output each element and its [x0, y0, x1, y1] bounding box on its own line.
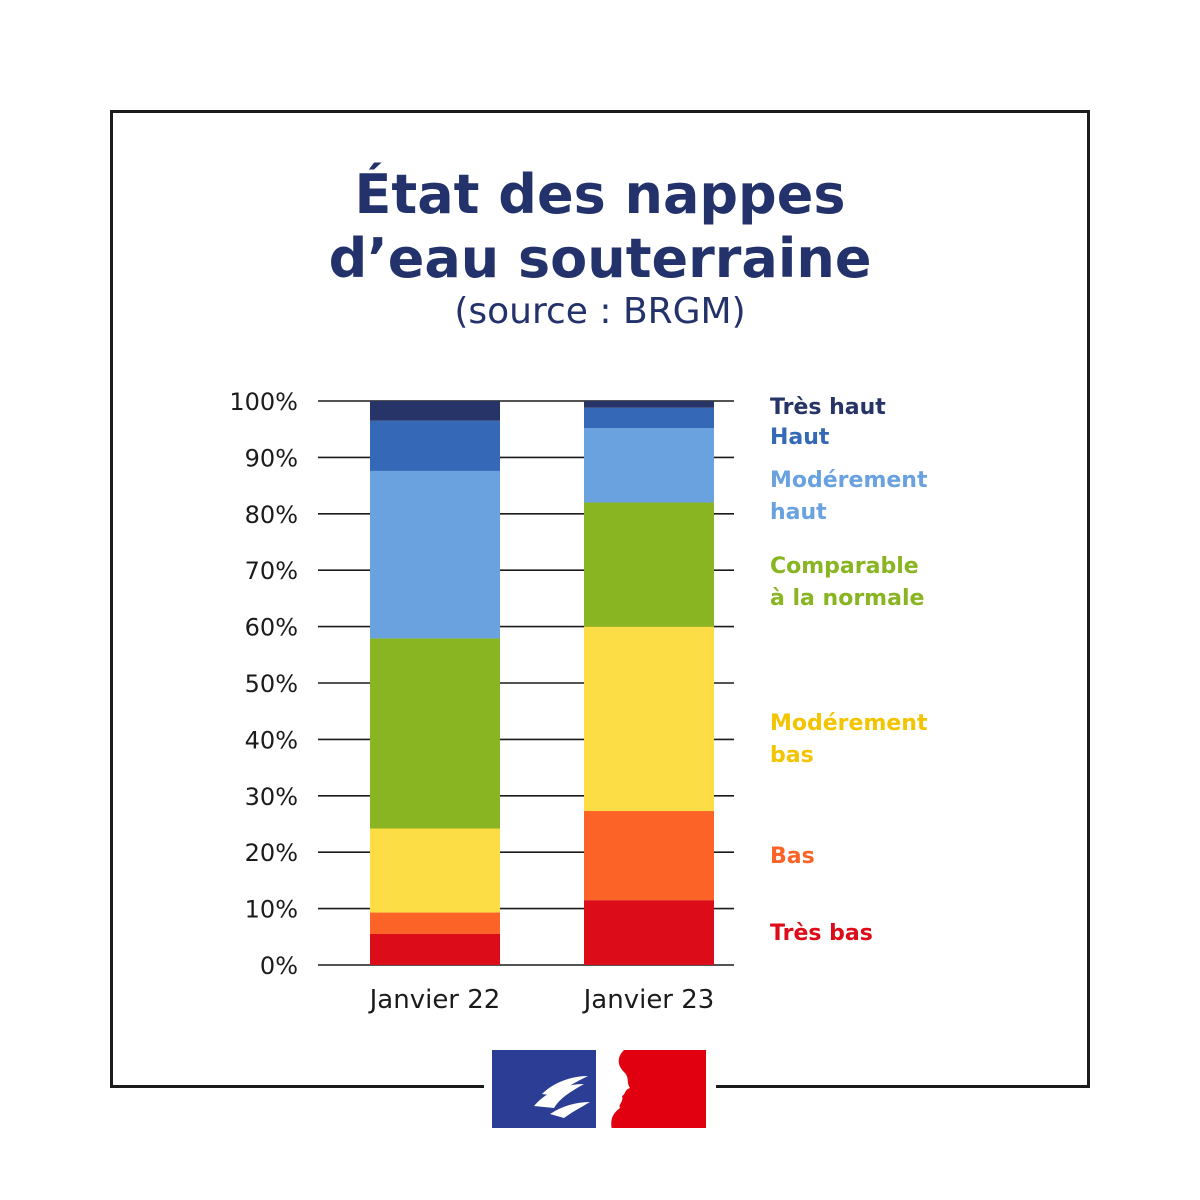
- legend-label: Haut: [770, 425, 830, 450]
- legend-label: à la normale: [770, 586, 924, 611]
- y-tick-label: 0%: [260, 952, 298, 980]
- bar-segment: [584, 811, 714, 901]
- chart-subtitle: (source : BRGM): [454, 291, 746, 332]
- x-category-label: Janvier 23: [582, 985, 715, 1015]
- y-tick-label: 10%: [245, 896, 298, 924]
- bar-segment: [584, 626, 714, 812]
- logo-blue-panel: [492, 1050, 596, 1128]
- bar-segment: [584, 401, 714, 408]
- y-tick-label: 60%: [245, 614, 298, 642]
- legend-label: haut: [770, 500, 827, 525]
- y-tick-label: 100%: [229, 388, 298, 416]
- legend-label: Comparable: [770, 554, 919, 579]
- legend-label: Modérement: [770, 468, 928, 493]
- legend-label: Modérement: [770, 711, 928, 736]
- x-category-label: Janvier 22: [368, 985, 501, 1015]
- bar-segment: [370, 470, 500, 639]
- y-tick-label: 90%: [245, 444, 298, 472]
- y-tick-label: 40%: [245, 726, 298, 754]
- bar-segment: [370, 912, 500, 934]
- chart-title: État des nappes d’eau souterraine: [0, 163, 1200, 291]
- republique-francaise-logo: [484, 1048, 716, 1132]
- bar-segment: [370, 401, 500, 421]
- legend-label: Très bas: [770, 921, 873, 946]
- bar-segment: [584, 407, 714, 429]
- bar-segment: [370, 638, 500, 829]
- legend-label: Bas: [770, 844, 815, 869]
- stacked-bar-chart: 0% 10% 20% 30% 40% 50% 60% 70% 80% 90% 100% Janvier…: [229, 388, 928, 1015]
- bar-segment: [370, 420, 500, 471]
- y-tick-label: 70%: [245, 557, 298, 585]
- title-line-2: d’eau souterraine: [328, 227, 872, 290]
- title-line-1: État des nappes: [354, 163, 846, 226]
- y-tick-label: 80%: [245, 501, 298, 529]
- bar-segment: [584, 900, 714, 965]
- bar-segment: [370, 933, 500, 965]
- legend-label: Très haut: [770, 395, 886, 420]
- bar-segment: [370, 828, 500, 913]
- y-tick-label: 50%: [245, 670, 298, 698]
- bar-segment: [584, 502, 714, 627]
- bar-segment: [584, 428, 714, 503]
- y-tick-label: 30%: [245, 783, 298, 811]
- y-tick-label: 20%: [245, 839, 298, 867]
- legend-label: bas: [770, 743, 814, 768]
- marianne-profile-icon: [534, 1050, 630, 1130]
